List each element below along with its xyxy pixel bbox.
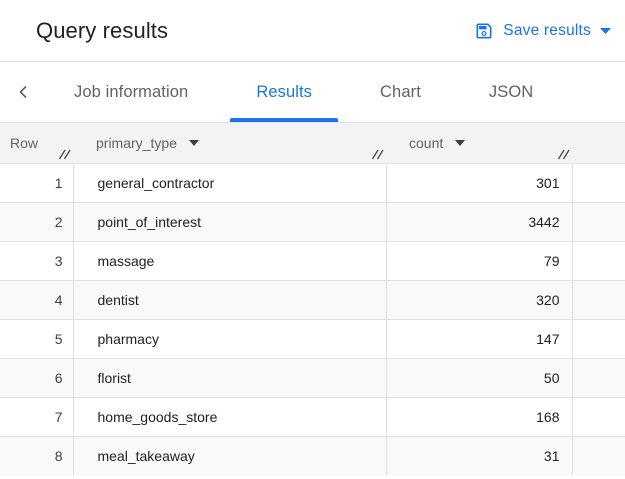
filler-cell — [571, 163, 625, 202]
row-number-cell: 7 — [54, 408, 63, 425]
primary-type-cell: general_contractor — [72, 163, 386, 202]
table-row: 4 dentist 320 — [0, 280, 625, 319]
column-resize-handle-icon[interactable] — [371, 147, 384, 160]
chevron-left-icon — [16, 84, 32, 100]
row-number-cell: 1 — [54, 174, 63, 191]
save-icon — [474, 21, 494, 41]
row-number-cell: 6 — [54, 369, 63, 386]
row-number-cell: 2 — [54, 213, 63, 230]
primary-type-cell: point_of_interest — [72, 202, 386, 241]
table-row: 3 massage 79 — [0, 241, 625, 280]
count-cell: 301 — [385, 163, 572, 202]
row-number-cell: 8 — [54, 447, 63, 464]
column-header-filler — [572, 123, 625, 163]
row-number-cell: 3 — [54, 252, 63, 269]
column-header-primary-type[interactable]: primary_type — [73, 123, 386, 163]
count-cell: 168 — [385, 397, 572, 436]
column-header-row[interactable]: Row — [0, 123, 73, 163]
filler-cell — [571, 358, 625, 397]
results-table-header: Row primary_type — [0, 123, 625, 163]
tab-results[interactable]: Results — [230, 62, 338, 122]
primary-type-cell: meal_takeaway — [72, 436, 386, 475]
filler-cell — [571, 241, 625, 280]
table-row: 5 pharmacy 147 — [0, 319, 625, 358]
primary-type-cell: pharmacy — [72, 319, 386, 358]
filler-cell — [571, 202, 625, 241]
primary-type-cell: dentist — [72, 280, 386, 319]
filler-cell — [571, 280, 625, 319]
row-number-cell: 4 — [54, 291, 63, 308]
table-row: 6 florist 50 — [0, 358, 625, 397]
page-title: Query results — [36, 17, 169, 43]
count-cell: 50 — [385, 358, 572, 397]
table-row: 8 meal_takeaway 31 — [0, 436, 625, 475]
tab-chart[interactable]: Chart — [354, 62, 447, 122]
chevron-down-icon — [600, 27, 611, 34]
filler-cell — [571, 397, 625, 436]
table-row: 1 general_contractor 301 — [0, 163, 625, 202]
count-cell: 31 — [385, 436, 572, 475]
count-cell: 79 — [385, 241, 572, 280]
count-cell: 147 — [385, 319, 572, 358]
row-number-cell: 5 — [54, 330, 63, 347]
results-table: Row primary_type — [0, 123, 625, 475]
primary-type-cell: massage — [72, 241, 386, 280]
save-results-label: Save results — [503, 21, 591, 39]
tabs-back-button[interactable] — [4, 62, 44, 122]
column-dropdown-caret-icon[interactable] — [455, 139, 466, 146]
table-row: 2 point_of_interest 3442 — [0, 202, 625, 241]
tab-job-information[interactable]: Job information — [48, 62, 214, 122]
table-row: 7 home_goods_store 168 — [0, 397, 625, 436]
title-bar: Query results Save results — [0, 0, 625, 62]
column-resize-handle-icon[interactable] — [557, 147, 570, 160]
save-results-button[interactable]: Save results — [474, 21, 611, 41]
filler-cell — [571, 319, 625, 358]
primary-type-cell: florist — [72, 358, 386, 397]
filler-cell — [571, 436, 625, 475]
count-cell: 3442 — [385, 202, 572, 241]
column-label: count — [409, 134, 444, 151]
count-cell: 320 — [385, 280, 572, 319]
column-label: Row — [10, 134, 39, 151]
primary-type-cell: home_goods_store — [72, 397, 386, 436]
tab-bar: Job information Results Chart JSON — [0, 62, 625, 123]
column-header-count[interactable]: count — [386, 123, 572, 163]
column-resize-handle-icon[interactable] — [58, 147, 71, 160]
results-table-body: 1 general_contractor 301 2 point_of_interest… — [0, 163, 625, 475]
tab-json[interactable]: JSON — [463, 62, 559, 122]
column-dropdown-caret-icon[interactable] — [188, 139, 199, 146]
tab-list: Job information Results Chart JSON — [48, 62, 559, 122]
column-label: primary_type — [96, 134, 177, 151]
